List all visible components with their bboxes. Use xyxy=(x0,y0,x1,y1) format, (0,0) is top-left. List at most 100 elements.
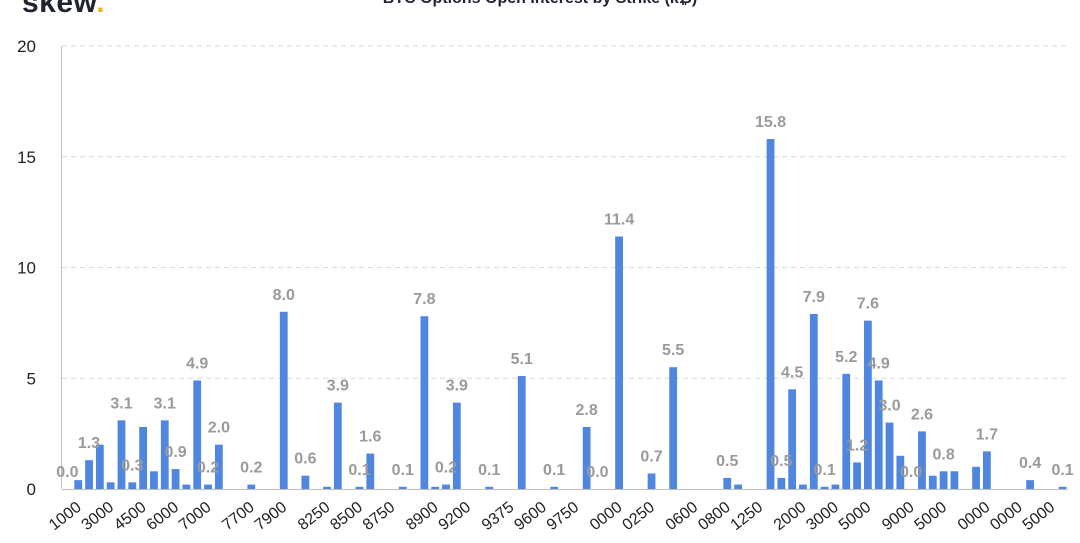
chart-title: BTC Options Open Interest by Strike (k₿) xyxy=(0,0,1080,8)
bar xyxy=(106,482,115,489)
data-label: 0.0 xyxy=(56,464,78,481)
x-tick-label: 0250 xyxy=(619,499,658,534)
bar xyxy=(452,402,461,489)
data-label: 4.9 xyxy=(186,355,208,372)
data-label: 0.2 xyxy=(435,460,457,477)
bar xyxy=(777,477,786,489)
data-label: 0.2 xyxy=(197,460,219,477)
data-label: 2.6 xyxy=(911,406,933,423)
data-label: 7.6 xyxy=(857,296,879,313)
x-tick-label: 0000 xyxy=(987,499,1026,534)
bar xyxy=(885,422,894,489)
data-label: 4.9 xyxy=(868,355,890,372)
bar xyxy=(85,460,93,489)
bar xyxy=(853,462,861,489)
x-tick-label: 3000 xyxy=(79,499,118,534)
bar xyxy=(301,475,310,489)
x-tick-label: 5000 xyxy=(912,499,951,534)
data-label: 4.5 xyxy=(781,364,803,381)
gridlines xyxy=(62,45,1068,379)
x-tick-label: 5000 xyxy=(1020,499,1059,534)
data-label: 0.8 xyxy=(932,446,954,463)
bar xyxy=(582,426,591,489)
data-label: 0.1 xyxy=(348,462,370,479)
y-tick-label: 20 xyxy=(17,37,36,56)
bar xyxy=(517,376,526,489)
data-label: 3.1 xyxy=(110,395,132,412)
data-label: 7.9 xyxy=(803,289,825,306)
bar xyxy=(982,451,991,489)
x-tick-label: 9200 xyxy=(436,499,475,534)
data-label: 0.6 xyxy=(294,451,316,468)
bar xyxy=(950,471,959,489)
bar xyxy=(204,484,212,489)
bar xyxy=(398,486,407,489)
bar xyxy=(117,420,126,489)
x-tick-label: 4500 xyxy=(111,499,150,534)
x-tick-label: 0000 xyxy=(587,499,626,534)
x-tick-label: 2000 xyxy=(771,499,810,534)
bar xyxy=(182,484,191,489)
data-label: 0.9 xyxy=(164,444,186,461)
x-tick-label: 5000 xyxy=(836,499,875,534)
data-label: 0.3 xyxy=(121,457,143,474)
bar xyxy=(734,484,742,489)
bar xyxy=(279,311,288,489)
data-label: 5.1 xyxy=(511,351,533,368)
bar xyxy=(972,466,980,489)
bar xyxy=(766,139,775,489)
x-tick-label: 8750 xyxy=(360,499,399,534)
x-tick-label: 0800 xyxy=(695,499,734,534)
x-tick-label: 8250 xyxy=(295,499,334,534)
x-tick-label: 0600 xyxy=(663,499,702,534)
logo-dot: . xyxy=(96,0,106,19)
bar xyxy=(139,426,148,489)
data-label: 0.0 xyxy=(586,464,608,481)
data-label: 1.2 xyxy=(846,437,868,454)
y-tick-label: 5 xyxy=(27,369,36,388)
data-label: 7.8 xyxy=(413,291,435,308)
bar xyxy=(820,486,829,489)
x-tick-label: 7000 xyxy=(176,499,215,534)
bar xyxy=(842,373,851,489)
x-tick-label: 0000 xyxy=(955,499,994,534)
data-label: 2.0 xyxy=(208,420,230,437)
bar xyxy=(615,236,623,489)
bar xyxy=(95,444,104,489)
bar xyxy=(896,455,905,489)
x-tick-label: 3000 xyxy=(803,499,842,534)
x-tick-label: 9000 xyxy=(879,499,918,534)
data-label: 1.7 xyxy=(976,426,998,443)
bar xyxy=(788,389,797,489)
x-tick-label: 7900 xyxy=(252,499,291,534)
data-label: 0.1 xyxy=(392,462,414,479)
bar xyxy=(323,486,331,489)
data-label: 0.0 xyxy=(900,464,922,481)
bar xyxy=(939,471,948,489)
x-tick-label: 9750 xyxy=(544,499,583,534)
data-label: 1.6 xyxy=(359,429,381,446)
bar xyxy=(74,480,83,489)
data-label: 0.4 xyxy=(1019,455,1041,472)
x-tick-label: 9600 xyxy=(511,499,550,534)
data-label: 15.8 xyxy=(755,114,786,131)
x-tick-label: 8500 xyxy=(327,499,366,534)
bar xyxy=(333,402,342,489)
data-label: 3.9 xyxy=(327,378,349,395)
data-label: 3.9 xyxy=(446,378,468,395)
bar xyxy=(723,477,732,489)
bar xyxy=(366,453,375,489)
bar xyxy=(160,420,169,489)
data-label: 0.5 xyxy=(716,453,738,470)
bar xyxy=(214,444,223,489)
bar xyxy=(171,469,180,489)
x-tick-label: 1250 xyxy=(728,499,767,534)
y-tick-label: 0 xyxy=(27,480,36,499)
bar xyxy=(442,484,450,489)
bar xyxy=(874,380,883,489)
data-label: 5.2 xyxy=(835,349,857,366)
y-axis: 0 5 10 15 20 xyxy=(17,37,62,499)
data-label: 1.3 xyxy=(78,435,100,452)
